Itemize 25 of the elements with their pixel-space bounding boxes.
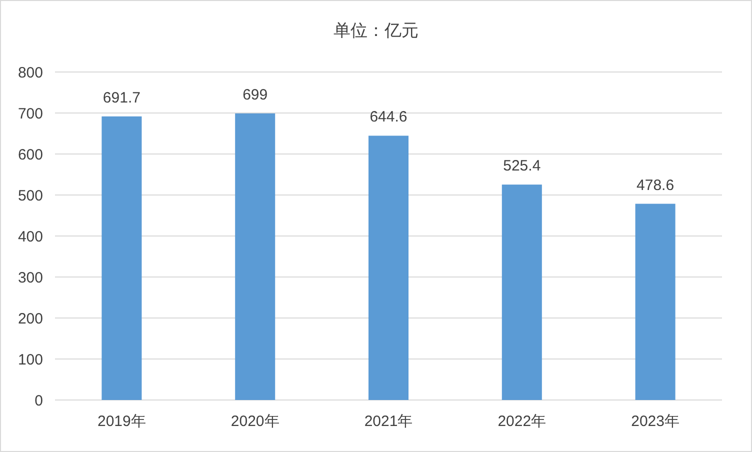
y-tick-label: 200 bbox=[18, 310, 43, 328]
y-tick-label: 600 bbox=[18, 146, 43, 164]
bar bbox=[502, 184, 542, 400]
bar bbox=[235, 113, 276, 400]
data-label: 691.7 bbox=[102, 89, 140, 106]
x-tick-label: 2020年 bbox=[230, 413, 280, 430]
y-tick-label: 400 bbox=[18, 228, 43, 246]
chart-title: 单位：亿元 bbox=[334, 21, 418, 40]
x-tick-label: 2019年 bbox=[98, 413, 146, 430]
data-label: 478.6 bbox=[636, 176, 674, 194]
y-tick-label: 300 bbox=[18, 269, 43, 286]
y-tick-label: 0 bbox=[34, 392, 43, 410]
x-tick-label: 2022年 bbox=[498, 413, 546, 430]
y-tick-label: 700 bbox=[18, 105, 43, 122]
data-label: 699 bbox=[242, 86, 268, 104]
y-tick-label: 100 bbox=[18, 351, 43, 368]
y-tick-label: 500 bbox=[18, 187, 43, 204]
y-tick-label: 800 bbox=[18, 64, 43, 82]
bar bbox=[102, 116, 142, 400]
bar bbox=[635, 204, 676, 400]
x-tick-label: 2023年 bbox=[631, 413, 680, 430]
x-tick-label: 2021年 bbox=[364, 413, 413, 430]
bar bbox=[368, 136, 409, 400]
data-label: 525.4 bbox=[503, 158, 541, 175]
data-label: 644.6 bbox=[370, 108, 408, 126]
